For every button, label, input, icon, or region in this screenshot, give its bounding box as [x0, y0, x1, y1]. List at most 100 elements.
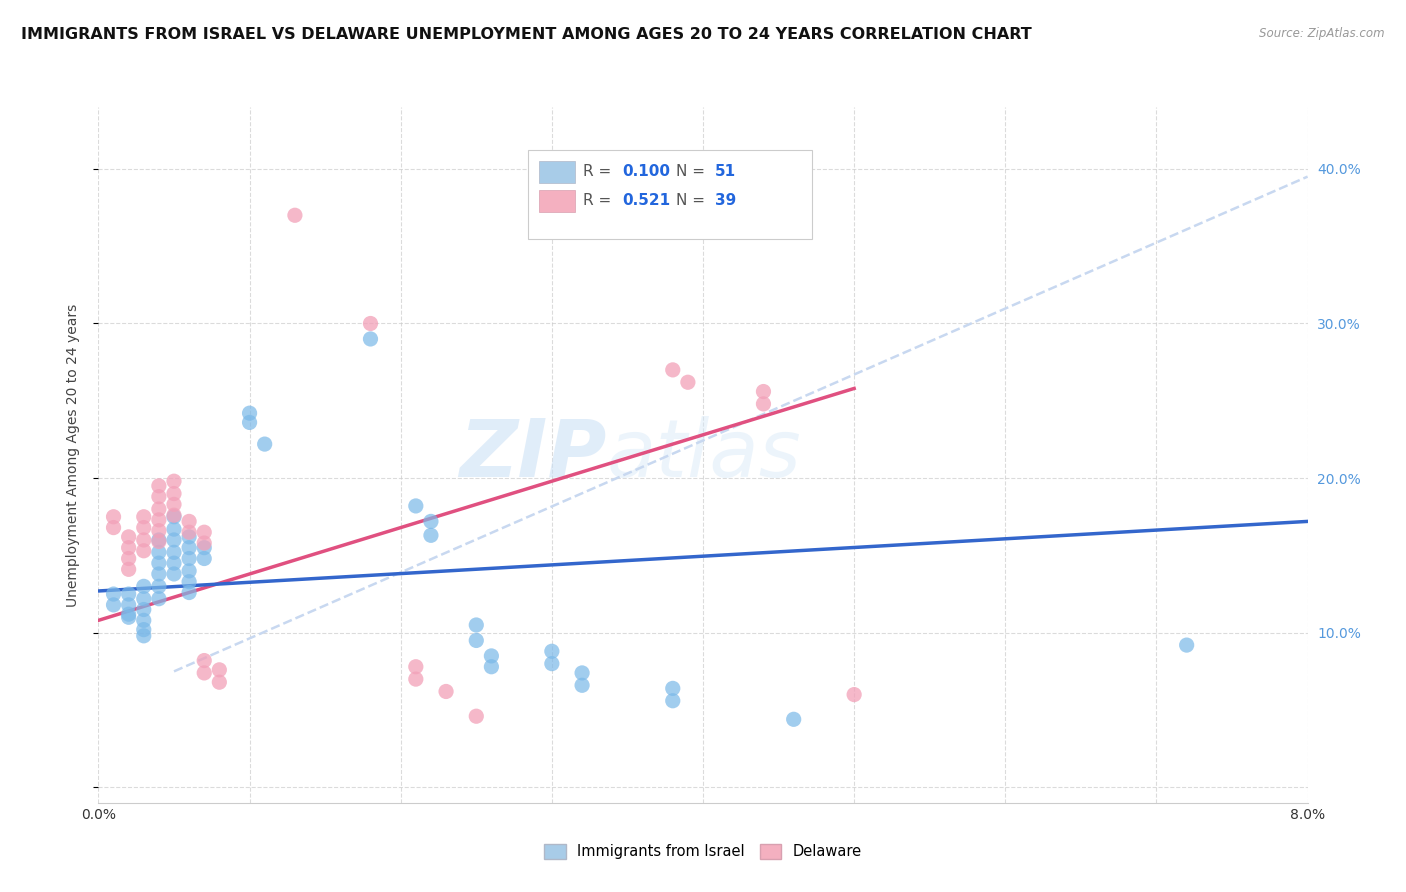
- Point: [541, 644, 564, 658]
- Point: [148, 524, 170, 538]
- Point: [676, 376, 699, 390]
- Point: [193, 654, 215, 668]
- Point: [541, 657, 564, 671]
- Point: [148, 502, 170, 516]
- Point: [465, 709, 488, 723]
- Point: [465, 618, 488, 632]
- Point: [148, 556, 170, 570]
- Point: [662, 363, 685, 377]
- Point: [132, 509, 155, 524]
- Point: [132, 629, 155, 643]
- Point: [193, 665, 215, 680]
- Point: [132, 579, 155, 593]
- Text: atlas: atlas: [606, 416, 801, 494]
- Point: [163, 522, 186, 536]
- Point: [662, 694, 685, 708]
- Point: [405, 672, 427, 686]
- Point: [208, 675, 231, 690]
- Text: 39: 39: [716, 193, 737, 208]
- Point: [253, 437, 276, 451]
- Point: [118, 607, 141, 622]
- Point: [179, 564, 201, 578]
- Point: [239, 406, 262, 420]
- Point: [103, 587, 125, 601]
- Point: [163, 497, 186, 511]
- Point: [193, 551, 215, 566]
- Text: Source: ZipAtlas.com: Source: ZipAtlas.com: [1260, 27, 1385, 40]
- Point: [132, 623, 155, 637]
- Text: R =: R =: [583, 193, 616, 208]
- Point: [193, 536, 215, 550]
- Point: [148, 566, 170, 581]
- Point: [420, 515, 443, 529]
- Point: [118, 541, 141, 555]
- Point: [420, 528, 443, 542]
- Point: [179, 525, 201, 540]
- Point: [163, 533, 186, 547]
- Point: [481, 659, 503, 673]
- Point: [179, 515, 201, 529]
- Point: [193, 541, 215, 555]
- Text: 0.521: 0.521: [621, 193, 671, 208]
- Y-axis label: Unemployment Among Ages 20 to 24 years: Unemployment Among Ages 20 to 24 years: [66, 303, 80, 607]
- Point: [132, 533, 155, 547]
- Point: [163, 474, 186, 488]
- Text: 51: 51: [716, 163, 737, 178]
- Point: [132, 591, 155, 606]
- Point: [118, 598, 141, 612]
- Point: [179, 530, 201, 544]
- Point: [118, 610, 141, 624]
- Point: [148, 533, 170, 547]
- Point: [148, 591, 170, 606]
- Point: [118, 530, 141, 544]
- Point: [434, 684, 457, 698]
- Point: [118, 551, 141, 566]
- Point: [163, 566, 186, 581]
- Text: N =: N =: [676, 163, 710, 178]
- Point: [284, 208, 307, 222]
- Point: [481, 648, 503, 663]
- Point: [103, 520, 125, 534]
- Point: [571, 665, 593, 680]
- Point: [148, 545, 170, 559]
- Point: [103, 598, 125, 612]
- Point: [163, 545, 186, 559]
- Point: [844, 688, 866, 702]
- Point: [118, 562, 141, 576]
- Point: [179, 585, 201, 599]
- Point: [132, 613, 155, 627]
- Point: [118, 587, 141, 601]
- Point: [132, 520, 155, 534]
- Point: [193, 525, 215, 540]
- Point: [405, 659, 427, 673]
- Point: [163, 556, 186, 570]
- Point: [103, 509, 125, 524]
- Text: N =: N =: [676, 193, 710, 208]
- Text: 0.100: 0.100: [621, 163, 671, 178]
- Point: [148, 513, 170, 527]
- FancyBboxPatch shape: [527, 150, 811, 239]
- Point: [752, 384, 775, 399]
- Point: [783, 712, 806, 726]
- Point: [571, 678, 593, 692]
- Point: [752, 397, 775, 411]
- FancyBboxPatch shape: [538, 161, 575, 183]
- Point: [163, 486, 186, 500]
- Point: [239, 416, 262, 430]
- Point: [148, 534, 170, 549]
- Point: [360, 317, 382, 331]
- Point: [163, 508, 186, 523]
- Legend: Immigrants from Israel, Delaware: Immigrants from Israel, Delaware: [538, 838, 868, 865]
- Point: [132, 602, 155, 616]
- Point: [465, 633, 488, 648]
- Point: [360, 332, 382, 346]
- Point: [208, 663, 231, 677]
- Point: [179, 574, 201, 589]
- Point: [132, 543, 155, 558]
- Point: [179, 551, 201, 566]
- Point: [1175, 638, 1198, 652]
- Text: ZIP: ZIP: [458, 416, 606, 494]
- FancyBboxPatch shape: [538, 190, 575, 212]
- Point: [148, 490, 170, 504]
- Point: [179, 541, 201, 555]
